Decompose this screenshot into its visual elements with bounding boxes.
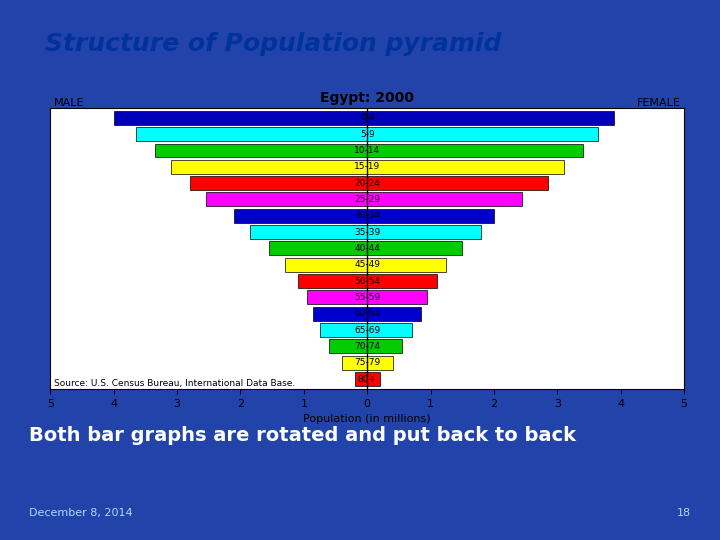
- Bar: [367, 192, 523, 206]
- Bar: [342, 356, 367, 369]
- Bar: [206, 192, 367, 206]
- Bar: [367, 225, 481, 239]
- Bar: [367, 160, 564, 174]
- Bar: [367, 127, 598, 141]
- Bar: [297, 274, 367, 288]
- Bar: [354, 372, 367, 386]
- Text: Both bar graphs are rotated and put back to back: Both bar graphs are rotated and put back…: [29, 426, 576, 445]
- Bar: [367, 241, 462, 255]
- Text: 50-54: 50-54: [354, 276, 380, 286]
- Text: 65-69: 65-69: [354, 326, 380, 334]
- Text: 70-74: 70-74: [354, 342, 380, 351]
- X-axis label: Population (in millions): Population (in millions): [303, 414, 431, 424]
- Text: 55-59: 55-59: [354, 293, 380, 302]
- Bar: [190, 176, 367, 190]
- Bar: [367, 144, 582, 157]
- Text: 40-44: 40-44: [354, 244, 380, 253]
- Text: 25-29: 25-29: [354, 195, 380, 204]
- Bar: [329, 340, 367, 353]
- Text: 60-64: 60-64: [354, 309, 380, 318]
- Text: FEMALE: FEMALE: [637, 98, 681, 108]
- Title: Egypt: 2000: Egypt: 2000: [320, 91, 414, 105]
- Bar: [367, 209, 494, 222]
- Text: 0-4: 0-4: [360, 113, 374, 122]
- Bar: [367, 307, 421, 321]
- Text: 10-14: 10-14: [354, 146, 380, 155]
- Bar: [250, 225, 367, 239]
- Bar: [269, 241, 367, 255]
- Bar: [367, 372, 380, 386]
- Text: 35-39: 35-39: [354, 227, 380, 237]
- Text: Structure of Population pyramid: Structure of Population pyramid: [45, 32, 502, 56]
- Bar: [114, 111, 367, 125]
- Bar: [367, 323, 412, 337]
- Bar: [155, 144, 367, 157]
- Text: MALE: MALE: [53, 98, 84, 108]
- Text: 75-79: 75-79: [354, 358, 380, 367]
- Bar: [367, 111, 614, 125]
- Text: 80+: 80+: [358, 375, 377, 383]
- Bar: [367, 291, 428, 305]
- Bar: [171, 160, 367, 174]
- Text: 18: 18: [677, 508, 691, 518]
- Bar: [307, 291, 367, 305]
- Text: December 8, 2014: December 8, 2014: [29, 508, 132, 518]
- Text: 45-49: 45-49: [354, 260, 380, 269]
- Bar: [136, 127, 367, 141]
- Text: 20-24: 20-24: [354, 179, 380, 187]
- Bar: [285, 258, 367, 272]
- Text: 30-34: 30-34: [354, 211, 380, 220]
- Bar: [234, 209, 367, 222]
- Text: 15-19: 15-19: [354, 163, 380, 171]
- Bar: [367, 356, 392, 369]
- Bar: [367, 176, 548, 190]
- Text: Source: U.S. Census Bureau, International Data Base.: Source: U.S. Census Bureau, Internationa…: [53, 379, 294, 388]
- Bar: [320, 323, 367, 337]
- Bar: [313, 307, 367, 321]
- Text: 5-9: 5-9: [360, 130, 374, 139]
- Bar: [367, 274, 437, 288]
- Bar: [367, 258, 446, 272]
- Bar: [367, 340, 402, 353]
